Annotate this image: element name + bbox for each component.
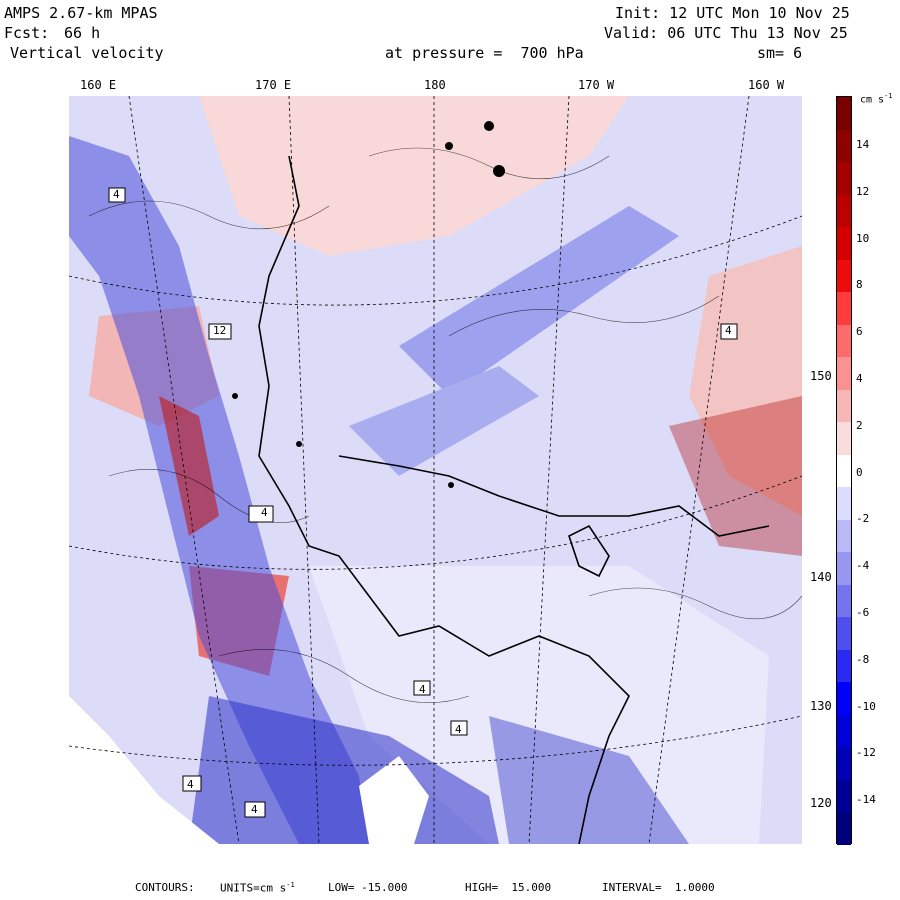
footer-high: HIGH= 15.000 (465, 881, 552, 894)
colorbar-segment (837, 649, 851, 683)
colorbar-tick: 2 (856, 418, 863, 432)
colorbar-segment (837, 227, 851, 261)
footer-interval: INTERVAL= 1.0000 (602, 881, 715, 894)
anomaly-strip-west (69, 136, 369, 844)
colorbar-segment (837, 357, 851, 391)
negative-band-diagonal (399, 206, 679, 396)
colorbar-tick: 4 (856, 372, 863, 385)
lon-label-180: 180 (424, 78, 446, 92)
pressure-level: at pressure = 700 hPa (385, 44, 584, 62)
anomaly-east-cluster (669, 396, 802, 556)
graticule (69, 96, 802, 844)
station-markers (232, 121, 505, 488)
contour-label-4-nw: 4 (113, 188, 120, 201)
colorbar-segment (837, 487, 851, 521)
negative-band-mid (349, 366, 539, 476)
colorbar-tick: 12 (856, 184, 870, 198)
colorbar-segment (837, 194, 851, 228)
anomaly-strip-west-red (159, 396, 219, 536)
colorbar-segment (837, 779, 851, 813)
colorbar-tick: -8 (856, 652, 870, 666)
colorbar-tick: -12 (856, 746, 876, 760)
model-title: AMPS 2.67-km MPAS (4, 4, 158, 22)
colorbar-segment (837, 812, 851, 846)
colorbar-segment (837, 454, 851, 488)
colorbar-segment (837, 162, 851, 196)
positive-region-north (199, 96, 629, 256)
lon-label-160e: 160 E (80, 78, 117, 92)
valid-time: Valid: 06 UTC Thu 13 Nov 25 (604, 24, 848, 42)
lon-label-170e: 170 E (255, 78, 292, 92)
colorbar-segment (837, 422, 851, 456)
colorbar-tick: -14 (856, 793, 876, 807)
colorbar-tick: 8 (856, 278, 863, 292)
colorbar-segment (837, 519, 851, 553)
colorbar-segment (837, 747, 851, 781)
colorbar-tick: -6 (856, 606, 870, 619)
contour-label-4-south: 4 (419, 683, 426, 696)
forecast-label: Fcst: (4, 24, 50, 42)
lon-label-160w: 160 W (748, 78, 785, 92)
colorbar-segment (837, 97, 851, 131)
coastline (258, 155, 770, 844)
colorbar-tick: 14 (856, 138, 870, 151)
mask-south-mountains (359, 756, 429, 844)
vertical-velocity-map (69, 96, 802, 844)
footer-low: LOW= -15.000 (328, 881, 408, 894)
contour-lines (88, 147, 802, 703)
colorbar-segment (837, 714, 851, 748)
colorbar (836, 96, 852, 846)
colorbar-tick: 6 (856, 325, 863, 339)
colorbar-segment (837, 617, 851, 651)
contour-label-12: 12 (213, 324, 227, 337)
colorbar-segment (837, 584, 851, 618)
smoothing: sm= 6 (757, 44, 803, 62)
contour-label-4-mid: 4 (261, 506, 268, 519)
anomaly-strip-southeast (489, 716, 689, 844)
contour-label-4-sw: 4 (187, 778, 194, 791)
contour-label-4-se: 4 (455, 723, 462, 736)
colorbar-tick: -2 (856, 512, 870, 526)
colorbar-unit: cm s-1 (860, 92, 893, 106)
colorbar-tick: -10 (856, 699, 876, 713)
colorbar-segment (837, 324, 851, 358)
colorbar-segment (837, 552, 851, 586)
footer-contours: CONTOURS: (135, 881, 195, 894)
contour-label-4-east: 4 (725, 324, 732, 337)
colorbar-segment (837, 292, 851, 326)
lon-label-170w: 170 W (578, 78, 615, 92)
colorbar-segment (837, 129, 851, 163)
positive-region-east (689, 246, 802, 516)
field-name: Vertical velocity (10, 44, 164, 62)
footer-units: UNITS=cm s-1 (220, 881, 295, 895)
colorbar-tick: -4 (856, 559, 870, 573)
init-time: Init: 12 UTC Mon 10 Nov 25 (615, 4, 850, 22)
colorbar-segment (837, 682, 851, 716)
contour-label-boxes (108, 187, 738, 818)
colorbar-tick: 0 (856, 465, 863, 479)
colorbar-segment (837, 259, 851, 293)
contour-label-4-bottom: 4 (251, 803, 258, 816)
mask-southwest (69, 696, 219, 844)
colorbar-tick: 10 (856, 231, 870, 245)
colorbar-segment (837, 389, 851, 423)
forecast-hour: 66 h (64, 24, 101, 42)
